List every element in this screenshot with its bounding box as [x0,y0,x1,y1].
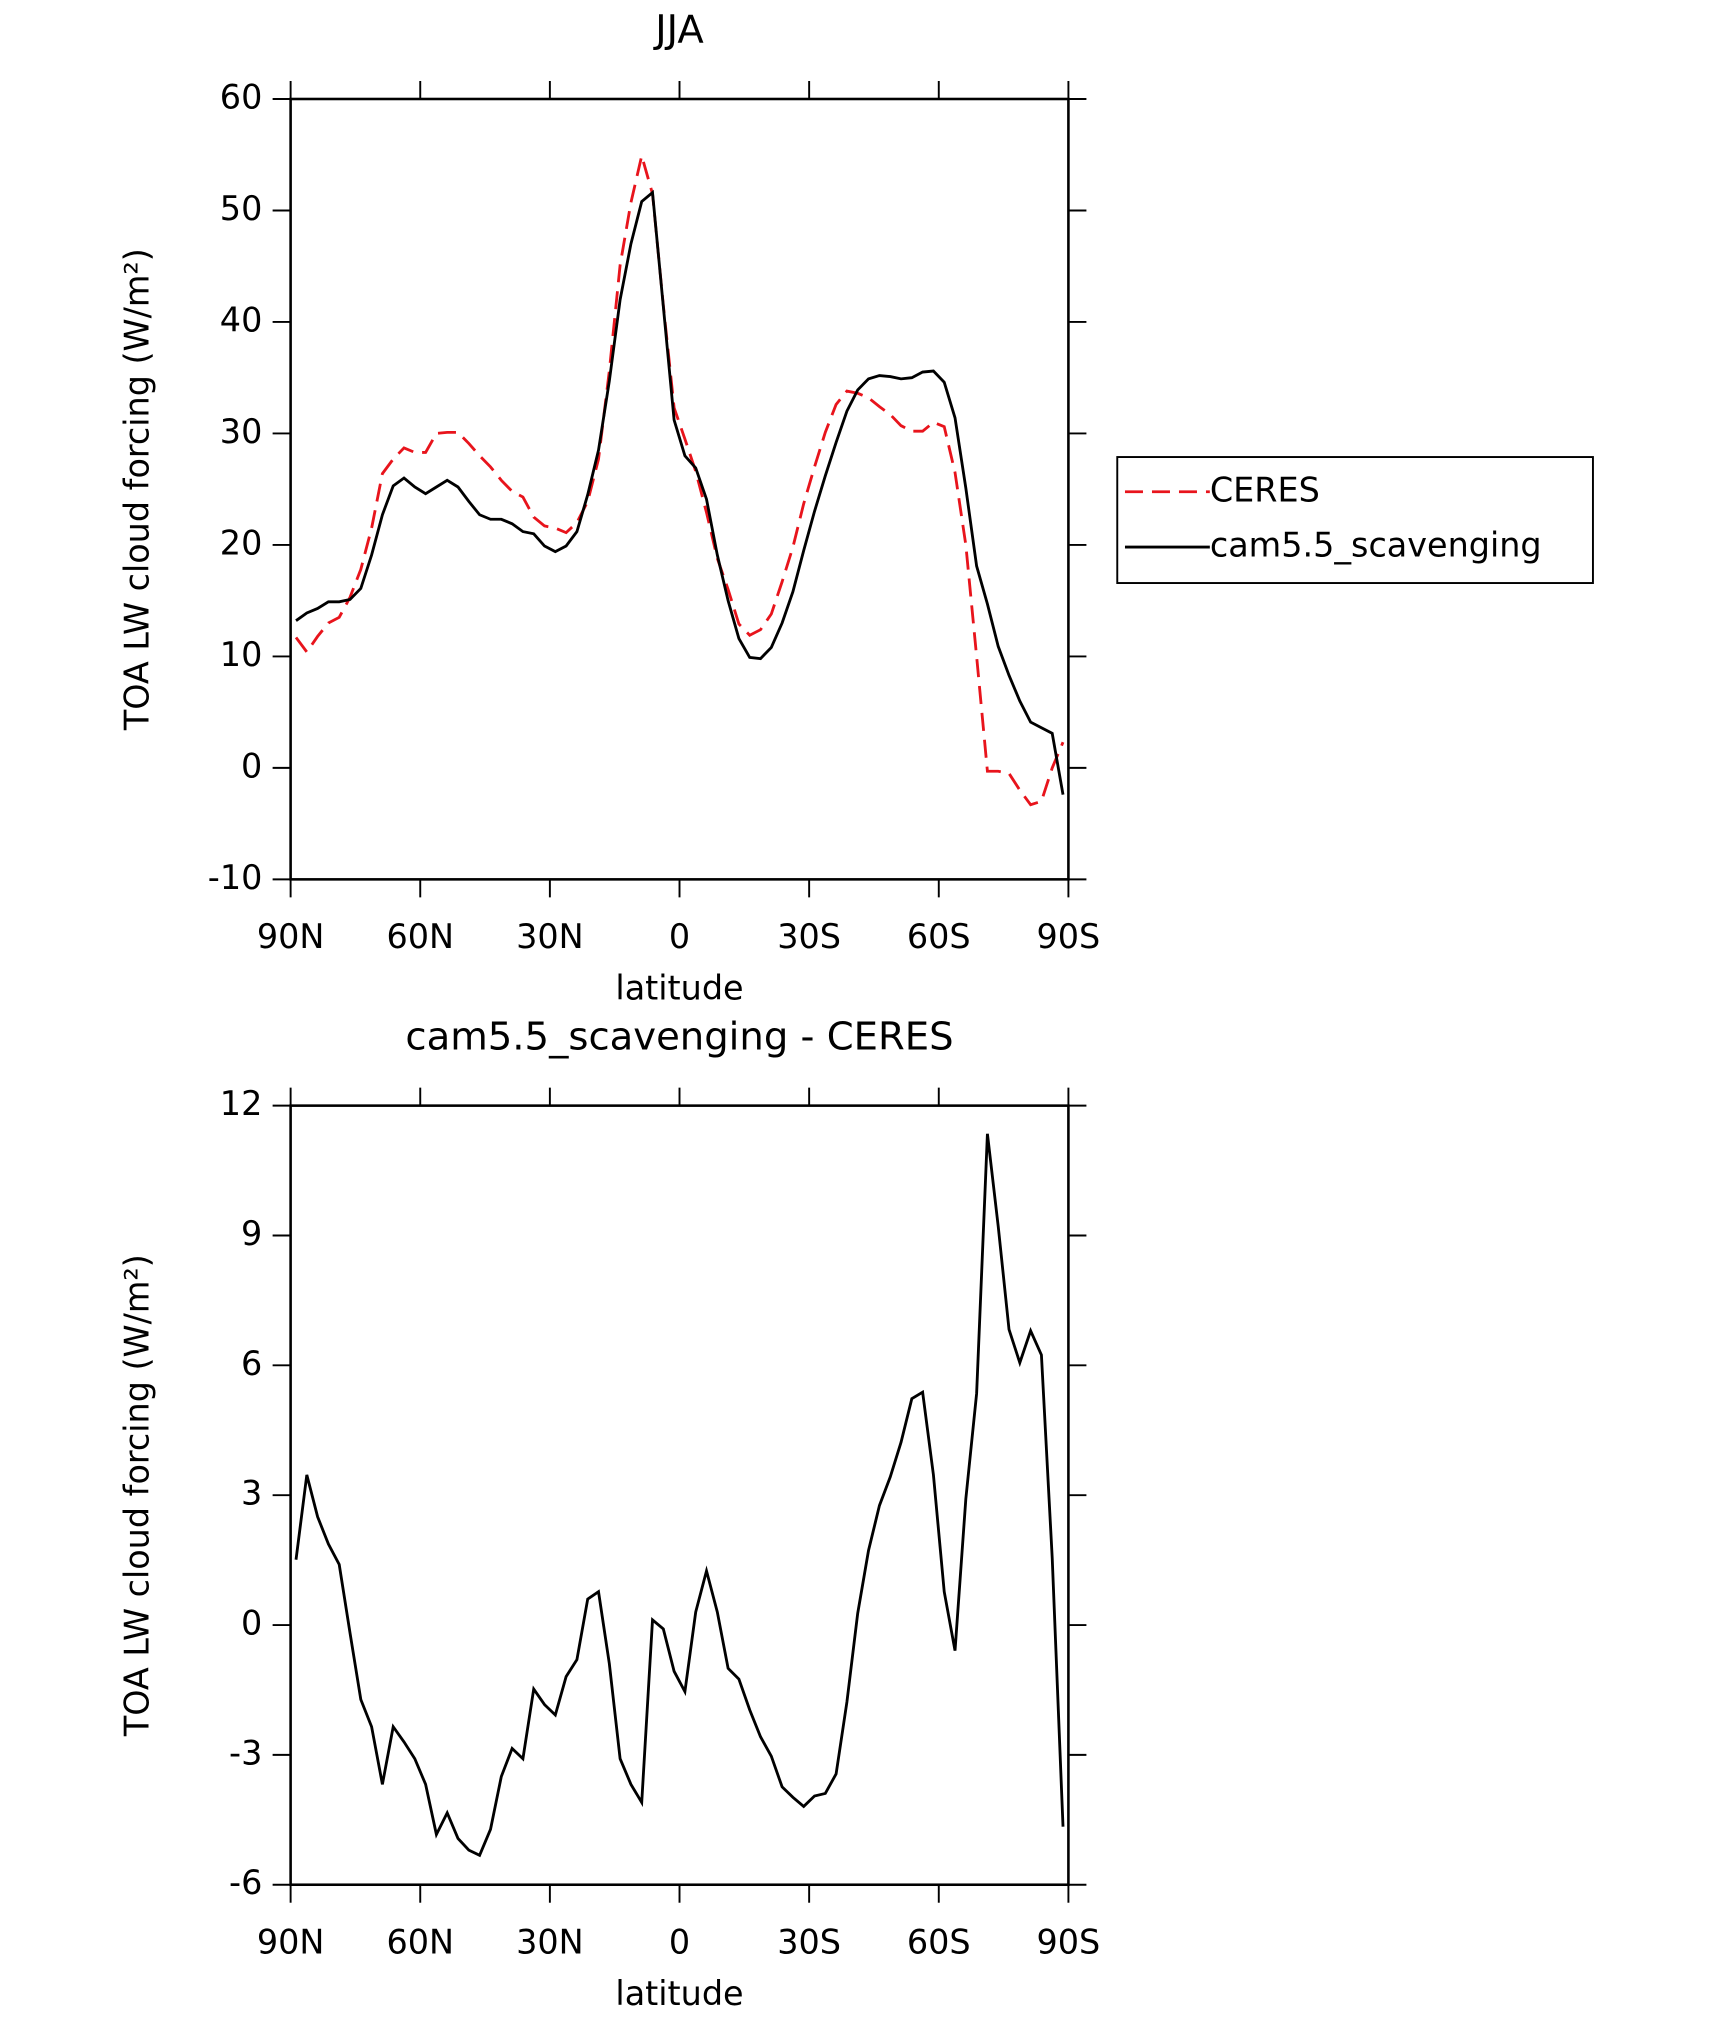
y-tick-label: 10 [220,635,263,674]
x-tick-label: 0 [669,1922,690,1961]
legend-label: CERES [1210,470,1320,509]
x-tick-label: 90N [257,917,325,956]
legend-label: cam5.5_scavenging [1210,526,1542,565]
x-tick-label: 30N [516,1922,584,1961]
y-tick-label: 30 [220,412,263,451]
data-line [295,189,1065,795]
data-line [294,155,1065,807]
x-tick-label: 90S [1037,1922,1101,1961]
y-tick-label: 0 [241,1604,262,1643]
data-line [294,1133,1065,1858]
plot-frame [289,97,1070,881]
y-tick-label: -3 [229,1733,262,1772]
y-tick-label: 20 [220,523,263,562]
chart-title: cam5.5_scavenging - CERES [405,1014,953,1059]
x-tick-label: 60S [907,917,971,956]
x-tick-label: 60S [907,1922,971,1961]
x-tick-label: 60N [386,917,454,956]
x-tick-label: 90N [257,1922,325,1961]
x-tick-label: 30S [777,1922,841,1961]
chart-title: JJA [653,8,704,53]
x-tick-label: 90S [1037,917,1101,956]
y-tick-label: 50 [220,189,263,228]
x-axis-label: latitude [615,1974,743,2013]
y-tick-label: 6 [241,1344,262,1383]
x-tick-label: 0 [669,917,690,956]
x-tick-label: 30N [516,917,584,956]
x-tick-label: 30S [777,917,841,956]
legend-box [1116,456,1594,584]
y-tick-label: 12 [220,1084,263,1123]
x-tick-label: 60N [386,1922,454,1961]
y-tick-label: 9 [241,1214,262,1253]
y-tick-label: -6 [229,1863,262,1902]
y-tick-label: 3 [241,1474,262,1513]
plot-frame [289,1104,1070,1887]
y-tick-label: -10 [208,858,263,897]
y-tick-label: 0 [241,746,262,785]
y-tick-label: 40 [220,300,263,339]
y-axis-label: TOA LW cloud forcing (W/m²) [117,248,156,731]
y-axis-label: TOA LW cloud forcing (W/m²) [117,1254,156,1737]
x-axis-label: latitude [615,968,743,1007]
y-tick-label: 60 [220,77,263,116]
